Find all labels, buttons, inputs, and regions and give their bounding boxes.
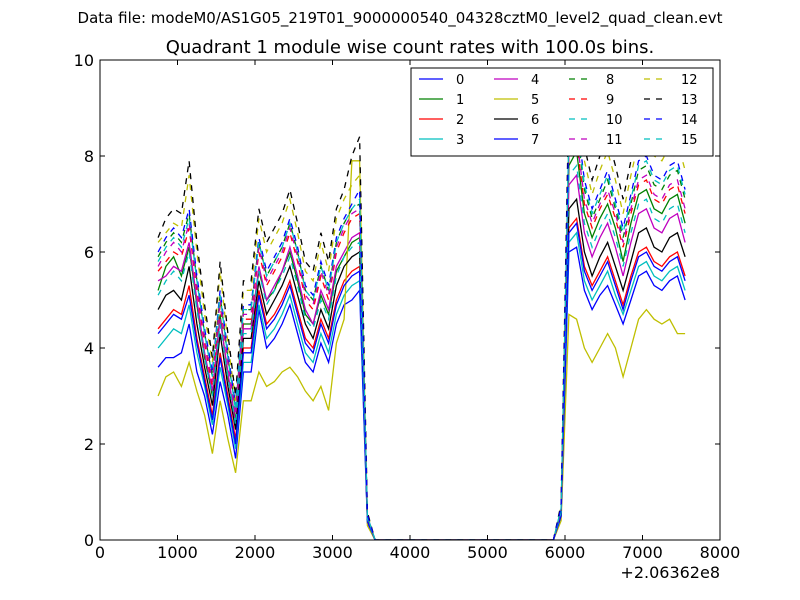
legend-label-0: 0 <box>456 73 464 88</box>
series-line-10 <box>157 164 686 540</box>
legend-label-2: 2 <box>456 113 464 128</box>
legend-label-10: 10 <box>606 113 623 128</box>
series-line-3 <box>157 231 686 540</box>
x-offset-text: +2.06362e8 <box>620 563 720 582</box>
legend-label-6: 6 <box>531 113 539 128</box>
legend-label-4: 4 <box>531 73 539 88</box>
series-line-15 <box>157 120 686 540</box>
x-tick-label: 0 <box>95 543 105 562</box>
legend-frame <box>410 67 714 157</box>
series-line-12 <box>157 91 686 540</box>
y-tick-label: 10 <box>74 51 94 70</box>
series-line-2 <box>157 216 686 540</box>
series-line-1 <box>157 149 686 540</box>
series-line-11 <box>157 135 686 540</box>
x-tick-label: 7000 <box>622 543 663 562</box>
series-line-5 <box>157 160 686 540</box>
y-tick-label: 2 <box>84 435 94 454</box>
series-line-4 <box>157 173 686 540</box>
x-tick-label: 6000 <box>545 543 586 562</box>
chart-title: Quadrant 1 module wise count rates with … <box>165 37 655 58</box>
series-line-9 <box>157 139 686 540</box>
x-tick-label: 2000 <box>235 543 276 562</box>
legend-label-7: 7 <box>531 133 539 148</box>
series-layer <box>157 77 686 540</box>
legend-label-11: 11 <box>606 133 623 148</box>
x-tick-label: 1000 <box>157 543 198 562</box>
series-line-0 <box>157 246 686 540</box>
legend-label-8: 8 <box>606 73 614 88</box>
series-line-14 <box>157 115 686 540</box>
legend-label-13: 13 <box>681 93 698 108</box>
x-tick-label: 8000 <box>700 543 741 562</box>
series-line-6 <box>157 197 686 540</box>
y-tick-label: 8 <box>84 147 94 166</box>
legend-label-12: 12 <box>681 73 698 88</box>
legend-label-5: 5 <box>531 93 539 108</box>
legend-label-15: 15 <box>681 133 698 148</box>
legend-label-1: 1 <box>456 93 464 108</box>
y-tick-label: 0 <box>84 531 94 550</box>
legend-label-9: 9 <box>606 93 614 108</box>
series-line-7 <box>157 221 686 540</box>
x-tick-label: 3000 <box>312 543 353 562</box>
y-tick-label: 6 <box>84 243 94 262</box>
x-tick-label: 4000 <box>390 543 431 562</box>
y-tick-label: 4 <box>84 339 94 358</box>
legend-label-14: 14 <box>681 113 698 128</box>
figure-suptitle: Data file: modeM0/AS1G05_219T01_90000005… <box>77 9 723 27</box>
x-tick-label: 5000 <box>467 543 508 562</box>
legend-label-3: 3 <box>456 133 464 148</box>
